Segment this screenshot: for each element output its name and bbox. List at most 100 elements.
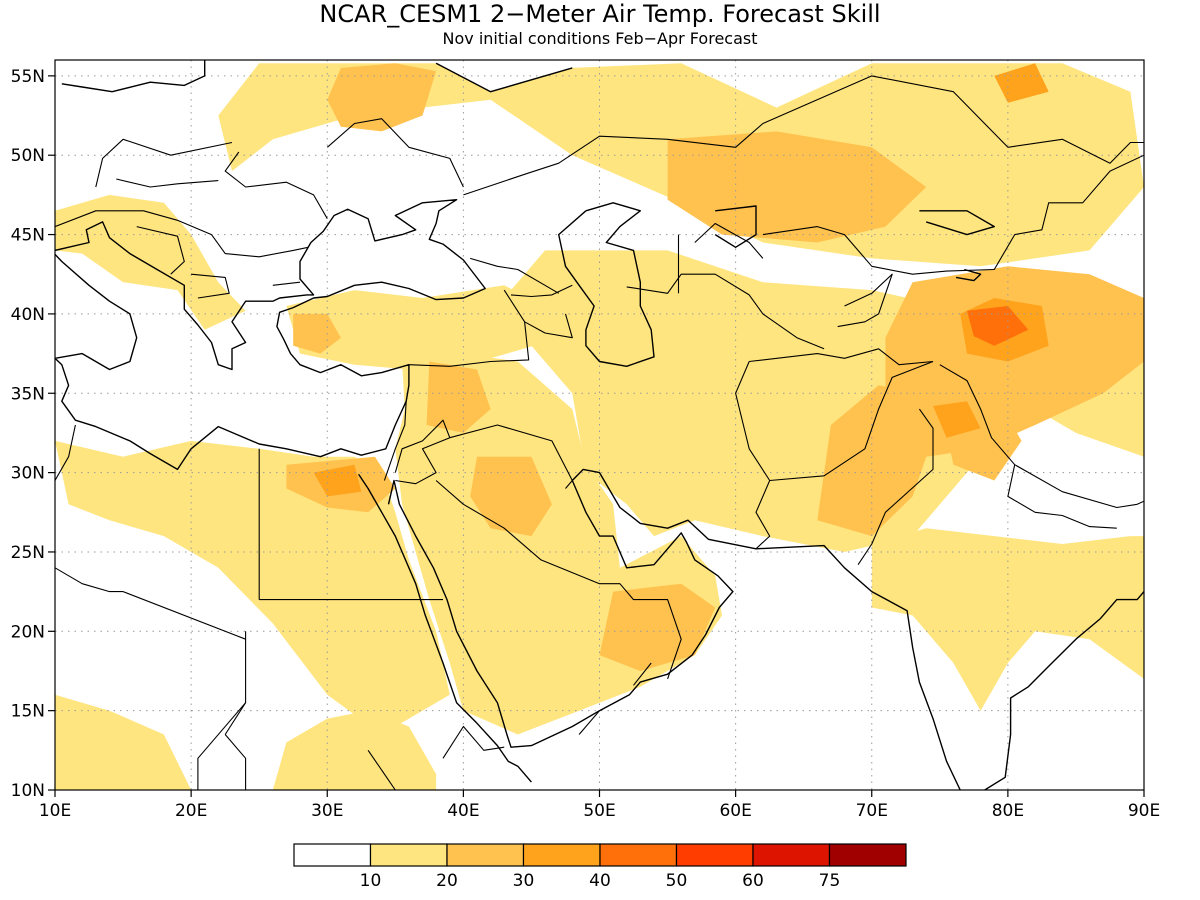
legend-label: 50: [666, 871, 688, 891]
coastline: [984, 591, 1144, 790]
country-borders: [55, 75, 1144, 790]
lat-tick-label: 50N: [11, 146, 45, 166]
country-border: [633, 662, 652, 686]
lon-tick-label: 10E: [39, 801, 71, 821]
color-legend: 10 20 30 40 50 60 75: [293, 843, 907, 891]
country-border: [762, 154, 1144, 275]
country-border: [442, 725, 505, 759]
country-border: [95, 138, 233, 188]
legend-swatch: [446, 843, 525, 867]
country-border: [510, 284, 573, 298]
country-border: [55, 210, 309, 258]
gridlines: [55, 60, 1144, 790]
country-border: [367, 749, 396, 790]
syria-skill: [426, 361, 491, 433]
coastline: [714, 205, 757, 249]
country-border: [694, 222, 764, 259]
map-title: NCAR_CESM1 2−Meter Air Temp. Forecast Sk…: [319, 0, 880, 28]
country-border: [383, 401, 407, 481]
arabia-skill: [470, 456, 552, 537]
pakistan-skill: [817, 385, 927, 537]
legend-label: 30: [513, 871, 535, 891]
lat-tick-label: 45N: [11, 226, 45, 246]
lon-tick-label: 20E: [175, 801, 207, 821]
country-border: [197, 702, 247, 790]
ukraine-skill: [327, 63, 437, 132]
coastline: [358, 473, 532, 783]
kashmir-core-skill: [933, 401, 981, 438]
country-border: [857, 408, 934, 566]
country-border: [470, 257, 559, 294]
legend-swatch: [293, 843, 372, 867]
legend-label: 75: [819, 871, 841, 891]
tibet-peak-skill: [967, 306, 1029, 346]
turkey-skill: [286, 285, 545, 370]
lat-tick-label: 10N: [11, 781, 45, 801]
lat-tick-label: 35N: [11, 384, 45, 404]
country-border: [463, 75, 1144, 196]
iberia-balkan-skill: [55, 194, 246, 330]
lat-tick-label: 40N: [11, 305, 45, 325]
longitude-ticks: 10E 20E 30E 40E 50E 60E 70E 80E 90E: [39, 790, 1160, 821]
country-border: [116, 178, 219, 188]
country-border: [578, 710, 600, 735]
country-border: [136, 226, 185, 275]
country-border: [55, 567, 246, 640]
country-border: [191, 273, 230, 299]
country-border: [1007, 464, 1117, 529]
kazakh-skill: [667, 131, 927, 243]
legend-label: 10: [360, 871, 382, 891]
coastlines: [55, 60, 1144, 790]
map-subtitle: Nov initial conditions Feb−Apr Forecast: [443, 29, 758, 48]
country-border: [749, 348, 934, 366]
lon-tick-label: 90E: [1128, 801, 1160, 821]
lon-tick-label: 40E: [447, 801, 479, 821]
coastline: [387, 468, 961, 790]
lat-tick-label: 20N: [11, 622, 45, 642]
lon-tick-label: 30E: [311, 801, 343, 821]
legend-swatch: [522, 843, 601, 867]
coastline: [955, 268, 982, 282]
legend-label: 20: [436, 871, 458, 891]
lon-tick-label: 60E: [719, 801, 751, 821]
legend-label: 40: [589, 871, 611, 891]
country-border: [524, 313, 573, 339]
lat-tick-label: 25N: [11, 543, 45, 563]
legend-swatch: [828, 843, 907, 867]
legend-swatch: [752, 843, 831, 867]
sw-africa-skill: [55, 694, 192, 790]
coastline: [919, 210, 995, 236]
coastline: [55, 198, 486, 471]
country-border: [435, 480, 682, 680]
legend-label: 60: [742, 871, 764, 891]
country-border: [224, 151, 328, 219]
egypt-core-skill: [313, 464, 362, 497]
coastline: [558, 202, 655, 367]
lon-tick-label: 50E: [583, 801, 615, 821]
coastline: [435, 62, 573, 93]
skill-contours: [55, 63, 1144, 790]
turkey-med-skill: [293, 313, 341, 354]
lon-tick-label: 80E: [992, 801, 1024, 821]
legend-swatch: [675, 843, 754, 867]
country-border: [272, 281, 301, 286]
coastline: [61, 60, 206, 93]
lon-tick-label: 70E: [856, 801, 888, 821]
s-africa-skill: [272, 710, 437, 790]
country-border: [394, 419, 451, 485]
latitude-ticks: 10N 15N 20N 25N 30N 35N 40N 45N 50N 55N: [11, 67, 55, 801]
lat-tick-label: 55N: [11, 67, 45, 87]
country-border: [408, 289, 530, 367]
country-border: [224, 734, 247, 790]
legend-swatch: [599, 843, 678, 867]
oman-skill: [599, 583, 716, 671]
sahara-skill: [55, 440, 450, 735]
country-border: [769, 360, 934, 482]
legend-swatch: [369, 843, 448, 867]
country-border: [449, 424, 573, 489]
lat-tick-label: 30N: [11, 464, 45, 484]
country-border: [55, 424, 76, 481]
lat-tick-label: 15N: [11, 702, 45, 722]
country-border: [837, 273, 893, 328]
